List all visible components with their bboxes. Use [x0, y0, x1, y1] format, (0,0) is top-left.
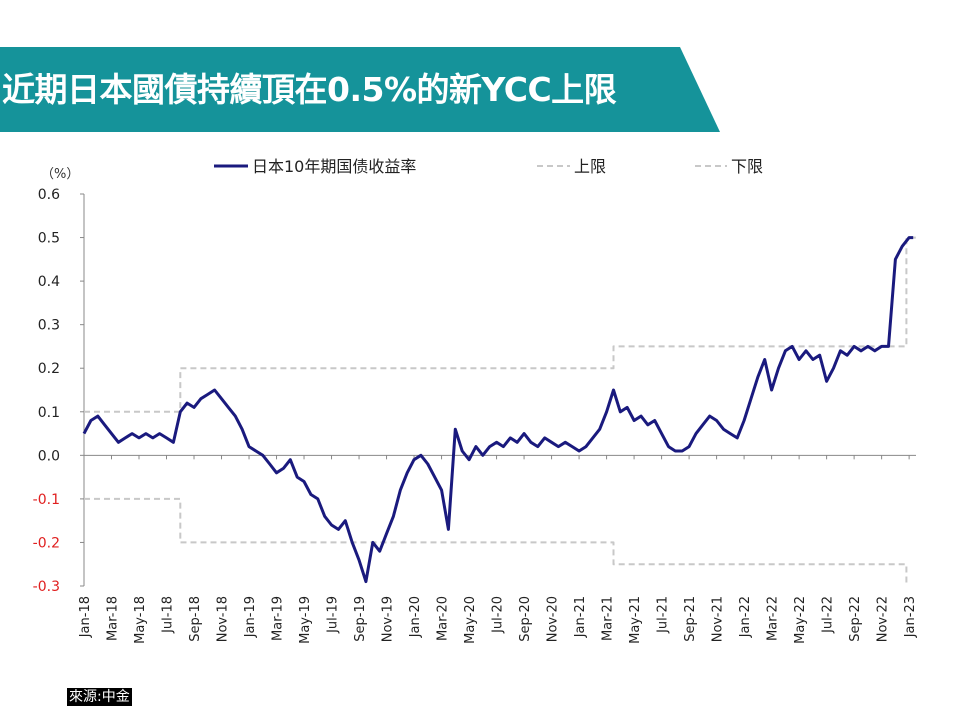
page-title: 近期日本國債持續頂在0.5%的新YCC上限	[2, 70, 617, 109]
x-tick-label: Mar-19	[271, 596, 286, 641]
x-tick-label: Nov-21	[711, 596, 726, 642]
x-tick-label: Mar-18	[106, 596, 121, 641]
x-tick-label: Jan-19	[243, 596, 258, 638]
x-tick-label: Nov-20	[546, 596, 561, 642]
x-tick-label: Jan-23	[903, 596, 918, 638]
x-tick-label: Jul-20	[491, 596, 506, 634]
x-tick-label: May-19	[298, 596, 313, 644]
legend-yield-label: 日本10年期国债收益率	[252, 157, 416, 176]
legend-upper-limit-label: 上限	[574, 157, 606, 176]
y-tick-label: 0.6	[38, 187, 60, 203]
x-tick-label: May-20	[463, 596, 478, 644]
y-tick-label: 0.3	[38, 318, 60, 334]
x-tick-label: May-22	[793, 596, 808, 644]
x-tick-label: Jan-20	[408, 596, 423, 638]
legend-lower-limit-label: 下限	[731, 157, 763, 176]
y-tick-label: 0.0	[38, 448, 60, 464]
x-tick-label: Jul-21	[656, 596, 671, 634]
x-tick-label: Jan-18	[78, 596, 93, 638]
x-tick-label: May-21	[628, 596, 643, 644]
x-tick-label: Jan-21	[573, 596, 588, 638]
y-tick-label: -0.1	[33, 492, 60, 508]
x-tick-label: Mar-21	[601, 596, 616, 641]
y-tick-label: -0.3	[33, 579, 60, 595]
y-unit-label: （%）	[41, 167, 79, 182]
y-tick-label: 0.1	[38, 405, 60, 421]
x-tick-label: May-18	[133, 596, 148, 644]
upper-limit-line	[84, 236, 916, 413]
x-tick-label: Sep-22	[848, 596, 863, 642]
source-label: 來源:中金	[67, 688, 132, 706]
x-tick-label: Sep-20	[518, 596, 533, 642]
x-tick-label: Sep-19	[353, 596, 368, 642]
y-tick-label: -0.2	[33, 535, 60, 551]
y-tick-label: 0.5	[38, 231, 60, 247]
x-tick-label: Sep-18	[188, 596, 203, 642]
x-tick-label: Jul-19	[326, 596, 341, 634]
x-tick-label: Jul-18	[161, 596, 176, 634]
yield-line	[82, 236, 914, 584]
x-tick-label: Mar-22	[766, 596, 781, 641]
y-tick-label: 0.2	[38, 361, 60, 377]
x-tick-label: Nov-19	[381, 596, 396, 642]
x-tick-label: Sep-21	[683, 596, 698, 642]
title-banner: 近期日本國債持續頂在0.5%的新YCC上限	[0, 47, 720, 132]
x-tick-label: Jan-22	[738, 596, 753, 638]
x-tick-label: Nov-22	[876, 596, 891, 642]
x-tick-label: Mar-20	[436, 596, 451, 641]
x-tick-label: Jul-22	[821, 596, 836, 634]
x-tick-label: Nov-18	[216, 596, 231, 642]
lower-limit-line	[84, 497, 908, 586]
y-tick-label: 0.4	[38, 274, 60, 290]
